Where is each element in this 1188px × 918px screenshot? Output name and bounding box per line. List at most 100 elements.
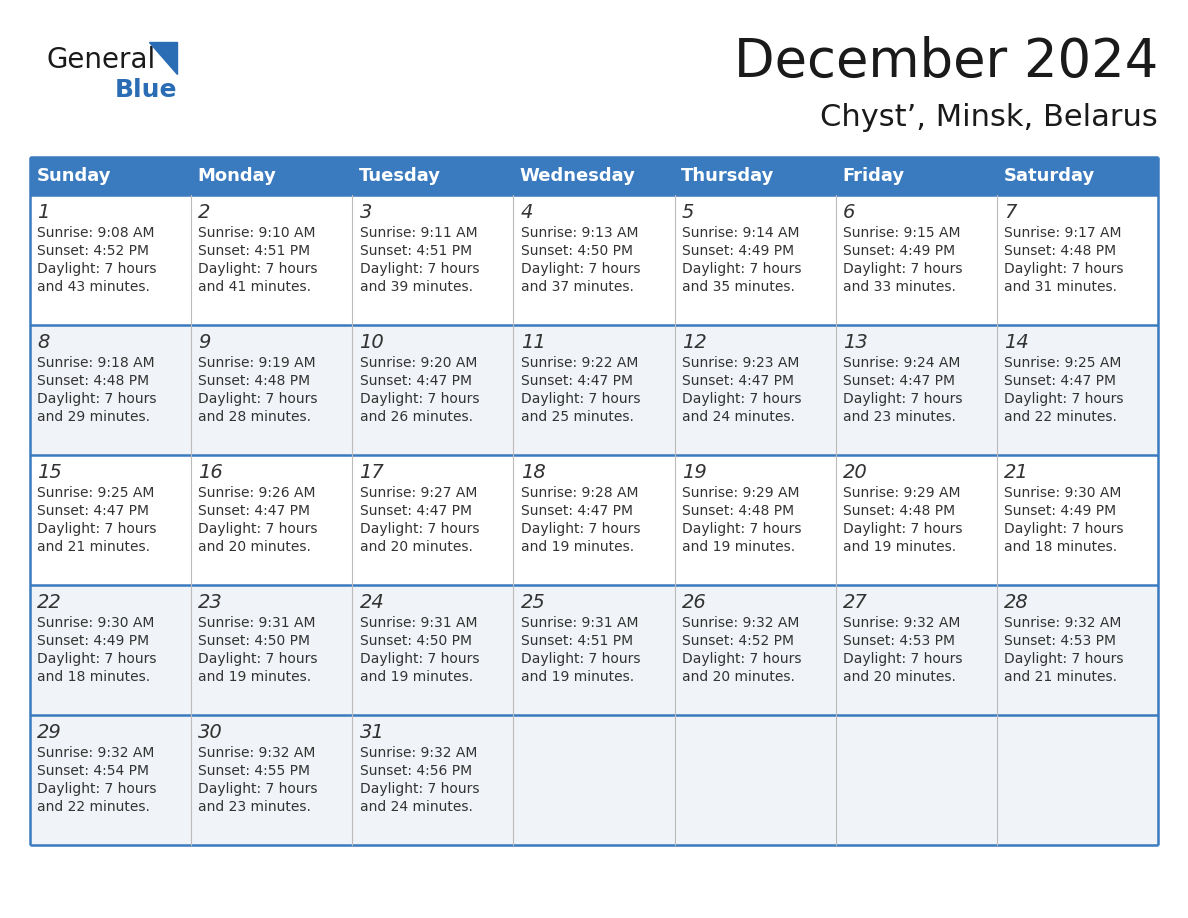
Text: Wednesday: Wednesday	[520, 167, 636, 185]
Text: Sunrise: 9:15 AM: Sunrise: 9:15 AM	[843, 226, 960, 240]
Text: 25: 25	[520, 592, 545, 611]
Text: Thursday: Thursday	[681, 167, 775, 185]
Text: 10: 10	[360, 332, 384, 352]
Text: Sunrise: 9:13 AM: Sunrise: 9:13 AM	[520, 226, 638, 240]
Text: Tuesday: Tuesday	[359, 167, 441, 185]
Text: Sunset: 4:47 PM: Sunset: 4:47 PM	[520, 504, 633, 518]
Text: Sunset: 4:48 PM: Sunset: 4:48 PM	[682, 504, 794, 518]
Text: Monday: Monday	[197, 167, 277, 185]
Text: Sunrise: 9:26 AM: Sunrise: 9:26 AM	[198, 486, 316, 500]
Text: and 19 minutes.: and 19 minutes.	[682, 540, 795, 554]
Text: Saturday: Saturday	[1004, 167, 1094, 185]
Text: 5: 5	[682, 203, 694, 221]
Text: Daylight: 7 hours: Daylight: 7 hours	[843, 262, 962, 276]
Text: and 43 minutes.: and 43 minutes.	[37, 280, 150, 294]
Text: and 19 minutes.: and 19 minutes.	[520, 540, 634, 554]
Text: and 31 minutes.: and 31 minutes.	[1004, 280, 1117, 294]
Bar	[30, 455, 1158, 585]
Text: Daylight: 7 hours: Daylight: 7 hours	[37, 652, 157, 666]
Text: 18: 18	[520, 463, 545, 482]
Text: Daylight: 7 hours: Daylight: 7 hours	[37, 392, 157, 406]
Text: Sunset: 4:47 PM: Sunset: 4:47 PM	[360, 504, 472, 518]
Text: Daylight: 7 hours: Daylight: 7 hours	[360, 262, 479, 276]
Text: Sunrise: 9:30 AM: Sunrise: 9:30 AM	[37, 616, 154, 630]
Text: Daylight: 7 hours: Daylight: 7 hours	[843, 522, 962, 536]
Text: Sunrise: 9:32 AM: Sunrise: 9:32 AM	[360, 746, 476, 760]
Text: Sunset: 4:47 PM: Sunset: 4:47 PM	[360, 374, 472, 388]
Text: Sunrise: 9:25 AM: Sunrise: 9:25 AM	[1004, 356, 1121, 370]
Text: and 23 minutes.: and 23 minutes.	[843, 410, 956, 424]
Text: Blue: Blue	[114, 78, 177, 102]
Text: Sunset: 4:50 PM: Sunset: 4:50 PM	[520, 244, 633, 258]
Text: 12: 12	[682, 332, 707, 352]
Text: Sunset: 4:50 PM: Sunset: 4:50 PM	[360, 634, 472, 648]
Text: Daylight: 7 hours: Daylight: 7 hours	[682, 522, 802, 536]
Bar	[30, 585, 1158, 715]
Text: and 20 minutes.: and 20 minutes.	[682, 670, 795, 684]
Text: Sunrise: 9:32 AM: Sunrise: 9:32 AM	[1004, 616, 1121, 630]
Text: Sunset: 4:54 PM: Sunset: 4:54 PM	[37, 764, 150, 778]
Text: 27: 27	[843, 592, 867, 611]
Text: 26: 26	[682, 592, 707, 611]
Text: Sunrise: 9:14 AM: Sunrise: 9:14 AM	[682, 226, 800, 240]
Text: and 19 minutes.: and 19 minutes.	[198, 670, 311, 684]
Text: Sunrise: 9:23 AM: Sunrise: 9:23 AM	[682, 356, 800, 370]
Text: 3: 3	[360, 203, 372, 221]
Text: 23: 23	[198, 592, 223, 611]
Text: 1: 1	[37, 203, 50, 221]
Text: Daylight: 7 hours: Daylight: 7 hours	[682, 652, 802, 666]
Text: 15: 15	[37, 463, 62, 482]
Text: Daylight: 7 hours: Daylight: 7 hours	[198, 392, 318, 406]
Text: Sunset: 4:48 PM: Sunset: 4:48 PM	[843, 504, 955, 518]
Text: and 21 minutes.: and 21 minutes.	[37, 540, 150, 554]
Text: Daylight: 7 hours: Daylight: 7 hours	[360, 522, 479, 536]
Text: Sunset: 4:49 PM: Sunset: 4:49 PM	[843, 244, 955, 258]
Text: Sunset: 4:53 PM: Sunset: 4:53 PM	[1004, 634, 1116, 648]
Text: Sunset: 4:55 PM: Sunset: 4:55 PM	[198, 764, 310, 778]
Text: Sunset: 4:53 PM: Sunset: 4:53 PM	[843, 634, 955, 648]
Bar	[30, 157, 1158, 195]
Text: Sunrise: 9:30 AM: Sunrise: 9:30 AM	[1004, 486, 1121, 500]
Text: and 28 minutes.: and 28 minutes.	[198, 410, 311, 424]
Text: 2: 2	[198, 203, 210, 221]
Text: Sunset: 4:51 PM: Sunset: 4:51 PM	[520, 634, 633, 648]
Text: Daylight: 7 hours: Daylight: 7 hours	[520, 262, 640, 276]
Text: Sunrise: 9:24 AM: Sunrise: 9:24 AM	[843, 356, 960, 370]
Text: Sunrise: 9:22 AM: Sunrise: 9:22 AM	[520, 356, 638, 370]
Text: Sunset: 4:47 PM: Sunset: 4:47 PM	[198, 504, 310, 518]
Text: and 22 minutes.: and 22 minutes.	[1004, 410, 1117, 424]
Text: December 2024: December 2024	[734, 36, 1158, 88]
Text: and 23 minutes.: and 23 minutes.	[198, 800, 311, 814]
Text: Sunrise: 9:31 AM: Sunrise: 9:31 AM	[520, 616, 638, 630]
Text: and 37 minutes.: and 37 minutes.	[520, 280, 633, 294]
Text: Daylight: 7 hours: Daylight: 7 hours	[198, 782, 318, 796]
Text: Daylight: 7 hours: Daylight: 7 hours	[198, 652, 318, 666]
Text: Daylight: 7 hours: Daylight: 7 hours	[520, 652, 640, 666]
Text: 6: 6	[843, 203, 855, 221]
Bar	[30, 195, 1158, 325]
Text: 4: 4	[520, 203, 533, 221]
Text: and 18 minutes.: and 18 minutes.	[37, 670, 151, 684]
Text: and 41 minutes.: and 41 minutes.	[198, 280, 311, 294]
Text: and 20 minutes.: and 20 minutes.	[360, 540, 473, 554]
Text: Daylight: 7 hours: Daylight: 7 hours	[682, 262, 802, 276]
Text: Sunset: 4:51 PM: Sunset: 4:51 PM	[198, 244, 310, 258]
Text: and 19 minutes.: and 19 minutes.	[360, 670, 473, 684]
Text: Sunrise: 9:29 AM: Sunrise: 9:29 AM	[682, 486, 800, 500]
Text: 30: 30	[198, 722, 223, 742]
Text: and 22 minutes.: and 22 minutes.	[37, 800, 150, 814]
Text: and 19 minutes.: and 19 minutes.	[520, 670, 634, 684]
Text: and 24 minutes.: and 24 minutes.	[682, 410, 795, 424]
Text: Daylight: 7 hours: Daylight: 7 hours	[360, 652, 479, 666]
Text: 16: 16	[198, 463, 223, 482]
Text: 24: 24	[360, 592, 384, 611]
Text: Sunset: 4:56 PM: Sunset: 4:56 PM	[360, 764, 472, 778]
Text: Daylight: 7 hours: Daylight: 7 hours	[843, 392, 962, 406]
Polygon shape	[148, 42, 177, 74]
Text: Daylight: 7 hours: Daylight: 7 hours	[360, 782, 479, 796]
Text: and 24 minutes.: and 24 minutes.	[360, 800, 473, 814]
Text: and 33 minutes.: and 33 minutes.	[843, 280, 956, 294]
Text: and 19 minutes.: and 19 minutes.	[843, 540, 956, 554]
Text: Sunset: 4:52 PM: Sunset: 4:52 PM	[682, 634, 794, 648]
Text: Sunday: Sunday	[37, 167, 110, 185]
